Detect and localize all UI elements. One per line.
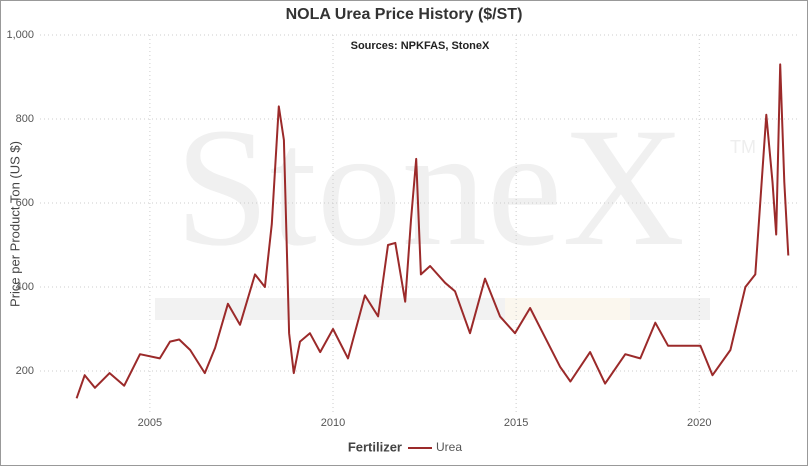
watermark-group: StoneX TM (155, 93, 756, 320)
chart-subtitle: Sources: NPKFAS, StoneX (351, 40, 490, 52)
x-tick-label: 2010 (321, 417, 345, 429)
y-tick-label: 600 (16, 197, 34, 209)
x-tick-label: 2005 (138, 417, 162, 429)
y-tick-label: 1,000 (6, 29, 34, 41)
watermark-mark: TM (730, 137, 756, 157)
chart-title: NOLA Urea Price History ($/ST) (286, 6, 523, 23)
legend-title: Fertilizer (348, 439, 402, 454)
y-tick-label: 800 (16, 113, 34, 125)
legend-label: Urea (436, 440, 462, 454)
x-tick-label: 2015 (504, 417, 528, 429)
watermark: StoneX (175, 93, 685, 281)
watermark-bar (505, 298, 630, 320)
series-line (75, 63, 790, 399)
x-tick-label: 2020 (687, 417, 711, 429)
y-tick-label: 400 (16, 281, 34, 293)
y-tick-label: 200 (16, 365, 34, 377)
y-axis-label: Price per Product Ton (US $) (7, 141, 22, 307)
